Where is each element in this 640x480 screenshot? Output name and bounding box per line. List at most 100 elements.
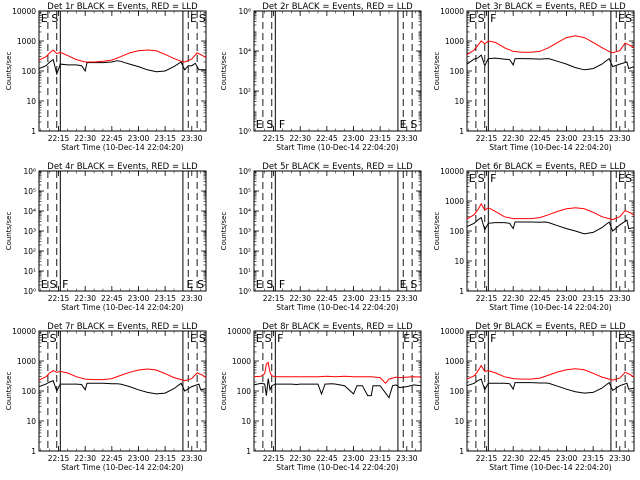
panel-det-1: Det 1r BLACK = Events, RED = LLD 1 10 100 10…: [5, 2, 207, 152]
panel-det-7: Det 7r BLACK = Events, RED = LLD 1 10 100 10…: [5, 322, 207, 472]
marker-letter: E: [403, 332, 410, 345]
marker-letter: S: [50, 278, 57, 291]
y-tick-label: 10⁴: [238, 207, 251, 216]
panel-title: Det 8r BLACK = Events, RED = LLD: [262, 322, 413, 332]
y-tick-label: 1: [31, 127, 36, 136]
x-tick-label: 23:30: [181, 454, 203, 463]
panel-title: Det 6r BLACK = Events, RED = LLD: [475, 162, 626, 172]
marker-letter: E: [618, 172, 625, 185]
marker-letter: E: [41, 12, 48, 25]
panel-title: Det 2r BLACK = Events, RED = LLD: [262, 2, 413, 12]
x-tick-label: 23:30: [609, 294, 631, 303]
x-tick-label: 23:30: [396, 134, 418, 143]
y-tick-label: 10: [241, 417, 251, 426]
y-tick-label: 10000: [227, 327, 251, 336]
x-axis-label: Start Time (10-Dec-14 22:04:20): [276, 143, 398, 152]
y-tick-label: 10⁵: [238, 187, 251, 196]
marker-letter: F: [62, 278, 68, 291]
x-tick-label: 23:00: [556, 294, 578, 303]
marker-letter: S: [199, 332, 206, 345]
y-tick-label: 10000: [440, 327, 464, 336]
marker-letter: E: [190, 12, 197, 25]
y-tick-label: 10⁶: [238, 7, 251, 16]
marker-letter: E: [618, 332, 625, 345]
y-tick-label: 1: [459, 287, 464, 296]
y-tick-label: 10⁵: [23, 187, 36, 196]
x-tick-label: 22:45: [101, 294, 123, 303]
x-tick-label: 22:15: [48, 454, 70, 463]
marker-letter: E: [256, 332, 263, 345]
x-tick-label: 22:45: [316, 294, 338, 303]
events-series-line: [466, 54, 635, 71]
events-series-line: [38, 58, 206, 76]
y-tick-label: 10³: [23, 227, 36, 236]
y-tick-label: 10²: [23, 247, 36, 256]
x-tick-label: 23:15: [369, 134, 391, 143]
y-tick-label: 1000: [445, 357, 464, 366]
y-axis-label: Counts/sec: [220, 52, 228, 91]
marker-letter: S: [410, 278, 417, 291]
events-series-line: [253, 378, 422, 399]
x-tick-label: 23:30: [609, 454, 631, 463]
marker-letter: F: [490, 332, 496, 345]
x-tick-label: 22:30: [289, 454, 311, 463]
panel-det-4: Det 4r BLACK = Events, RED = LLD 10⁰ 10¹ 10…: [5, 162, 207, 312]
x-axis-label: Start Time (10-Dec-14 22:04:20): [276, 463, 398, 472]
marker-letter: S: [625, 332, 632, 345]
y-tick-label: 10⁶: [238, 167, 251, 176]
x-tick-label: 22:30: [502, 134, 524, 143]
events-series-line: [466, 378, 635, 394]
plot-frame: [253, 10, 422, 132]
marker-letter: E: [41, 332, 48, 345]
lld-series-line: [466, 35, 635, 56]
x-tick-label: 22:30: [289, 294, 311, 303]
x-tick-label: 23:30: [396, 294, 418, 303]
marker-letter: S: [199, 12, 206, 25]
y-tick-label: 100: [22, 387, 37, 396]
x-tick-label: 22:15: [48, 294, 70, 303]
x-tick-label: 23:00: [128, 134, 150, 143]
marker-letter: S: [625, 12, 632, 25]
lld-series-line: [466, 202, 635, 221]
y-tick-label: 1000: [232, 357, 251, 366]
x-tick-label: 22:15: [263, 134, 285, 143]
marker-letter: S: [412, 332, 419, 345]
marker-letter: S: [265, 332, 272, 345]
plot-frame: [38, 330, 207, 452]
y-tick-label: 10⁰: [23, 287, 36, 296]
x-tick-label: 23:15: [369, 294, 391, 303]
plot-frame: [466, 10, 635, 132]
y-tick-label: 1: [459, 127, 464, 136]
y-tick-label: 10000: [440, 167, 464, 176]
plot-frame: [466, 170, 635, 292]
y-tick-label: 1000: [17, 357, 36, 366]
marker-letter: S: [50, 332, 57, 345]
marker-letter: F: [490, 172, 496, 185]
x-tick-label: 22:15: [476, 134, 498, 143]
marker-letter: F: [277, 332, 283, 345]
y-tick-label: 10³: [238, 227, 251, 236]
plot-frame: [253, 330, 422, 452]
y-tick-label: 10²: [238, 247, 251, 256]
y-tick-label: 1000: [17, 37, 36, 46]
y-tick-label: 100: [450, 227, 465, 236]
y-tick-label: 10: [26, 417, 36, 426]
x-tick-label: 22:45: [316, 134, 338, 143]
x-tick-label: 22:45: [529, 134, 551, 143]
x-tick-label: 23:15: [154, 294, 176, 303]
marker-letter: S: [478, 332, 485, 345]
y-tick-label: 1: [31, 447, 36, 456]
panel-det-2: Det 2r BLACK = Events, RED = LLD 10⁰ 10² 10…: [220, 2, 422, 152]
marker-letter: E: [400, 118, 407, 131]
x-tick-label: 23:00: [343, 454, 365, 463]
x-tick-label: 22:45: [101, 454, 123, 463]
x-axis-label: Start Time (10-Dec-14 22:04:20): [489, 303, 611, 312]
x-tick-label: 23:15: [154, 454, 176, 463]
marker-letter: F: [279, 278, 285, 291]
plot-frame: [38, 170, 207, 292]
y-tick-label: 10¹: [23, 267, 36, 276]
y-tick-label: 100: [22, 67, 37, 76]
y-axis-label: Counts/sec: [220, 212, 228, 251]
panel-det-6: Det 6r BLACK = Events, RED = LLD 1 10 100 10…: [433, 162, 635, 312]
